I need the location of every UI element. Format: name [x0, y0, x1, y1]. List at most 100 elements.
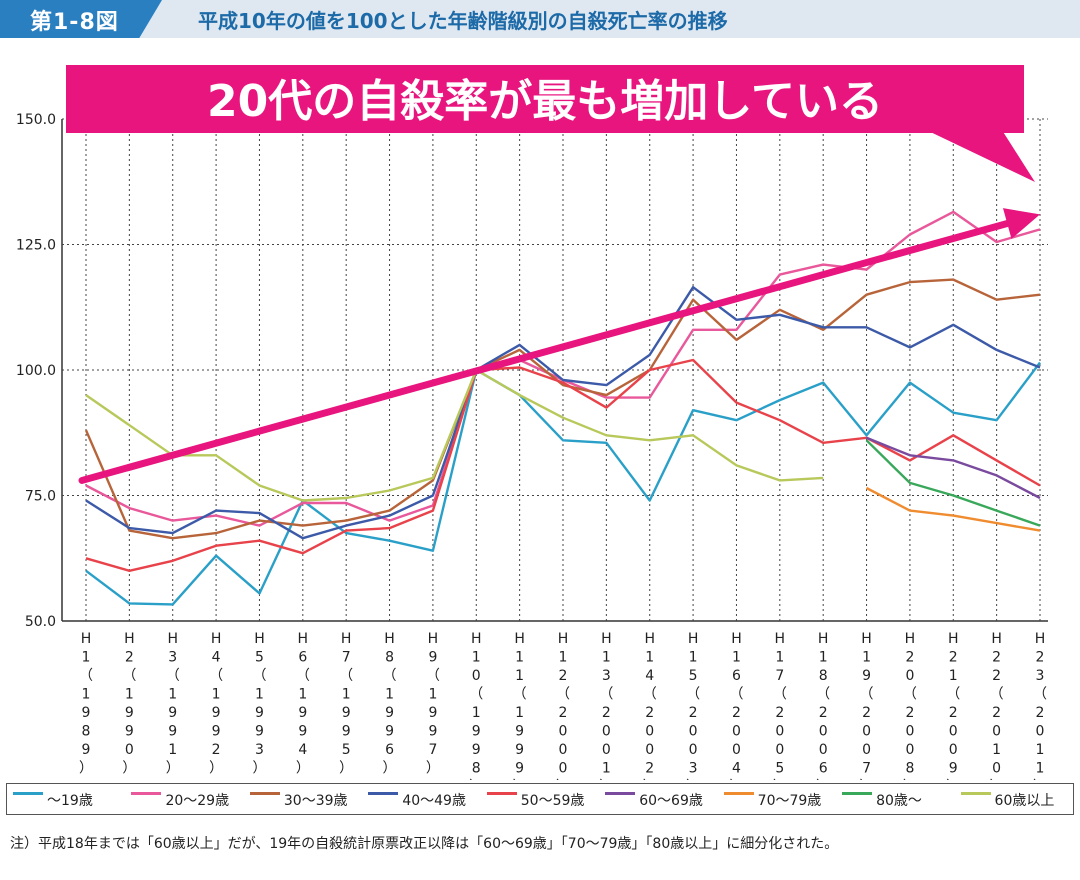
x-tick-label: 8 — [472, 761, 481, 777]
x-tick-label: 3 — [689, 761, 698, 777]
x-tick-label: 1 — [515, 705, 524, 721]
x-tick-label: 0 — [602, 742, 611, 758]
x-tick-label: 9 — [82, 705, 91, 721]
x-tick-label: 1 — [775, 650, 784, 666]
x-tick-label: （ — [296, 668, 310, 684]
x-tick-label: ） — [513, 779, 527, 780]
x-tick-label: 4 — [212, 650, 221, 666]
x-tick-label: 0 — [862, 742, 871, 758]
x-tick-label: 1 — [819, 650, 828, 666]
x-tick-label: 9 — [125, 705, 134, 721]
x-tick-label: 7 — [428, 742, 437, 758]
x-tick-label: H — [688, 631, 699, 647]
x-tick-label: 2 — [602, 705, 611, 721]
y-tick-label: 125.0 — [16, 238, 56, 254]
x-tick-label: 9 — [168, 705, 177, 721]
x-tick-label: 0 — [732, 724, 741, 740]
trend-arrow-shaft — [78, 219, 1011, 484]
x-tick-label: 9 — [428, 650, 437, 666]
legend-label: 80歳～ — [876, 793, 922, 809]
x-tick-label: 2 — [949, 705, 958, 721]
x-tick-label: 5 — [775, 761, 784, 777]
x-tick-label: 2 — [1036, 650, 1045, 666]
x-tick-label: （ — [166, 668, 180, 684]
x-tick-label: H — [514, 631, 525, 647]
callout-tail — [920, 127, 1035, 182]
x-tick-label: H — [167, 631, 178, 647]
x-tick-label: 0 — [1036, 724, 1045, 740]
x-tick-label: 2 — [992, 668, 1001, 684]
x-tick-label: 1 — [689, 650, 698, 666]
series-line — [84, 278, 1041, 540]
x-tick-label: 1 — [255, 687, 264, 703]
x-tick-label: 6 — [819, 761, 828, 777]
x-tick-label: 9 — [472, 724, 481, 740]
x-tick-label: H — [948, 631, 959, 647]
x-tick-label: H — [558, 631, 569, 647]
legend-swatch — [13, 792, 43, 795]
x-tick-label: （ — [252, 668, 266, 684]
x-tick-label: 2 — [559, 668, 568, 684]
x-tick-label: 9 — [428, 705, 437, 721]
x-tick-label: 5 — [342, 742, 351, 758]
x-tick-label: 2 — [645, 705, 654, 721]
series-line — [85, 286, 1041, 540]
x-tick-label: 2 — [775, 705, 784, 721]
x-tick-label: 9 — [298, 724, 307, 740]
x-tick-label: ） — [339, 761, 353, 777]
x-tick-label: 0 — [559, 742, 568, 758]
x-tick-label: 2 — [949, 650, 958, 666]
x-tick-label: 8 — [82, 724, 91, 740]
x-tick-label: ） — [426, 761, 440, 777]
x-tick-label: 1 — [862, 650, 871, 666]
legend-label: ～19歳 — [47, 793, 93, 809]
x-tick-label: （ — [122, 668, 136, 684]
x-tick-label: H — [384, 631, 395, 647]
x-tick-label: 1 — [125, 687, 134, 703]
x-tick-label: 0 — [819, 724, 828, 740]
x-tick-label: 0 — [949, 742, 958, 758]
x-tick-label: 0 — [645, 724, 654, 740]
x-tick-label: 0 — [819, 742, 828, 758]
x-tick-label: 9 — [82, 742, 91, 758]
x-tick-label: （ — [729, 687, 743, 703]
x-tick-label: 1 — [732, 650, 741, 666]
legend-label: 40～49歳 — [402, 793, 466, 809]
x-tick-label: 1 — [472, 705, 481, 721]
x-tick-label: H — [644, 631, 655, 647]
x-tick-label: 9 — [515, 724, 524, 740]
x-tick-label: （ — [556, 687, 570, 703]
x-tick-label: 1 — [992, 742, 1001, 758]
x-tick-label: 3 — [1036, 668, 1045, 684]
x-tick-label: 0 — [125, 742, 134, 758]
x-tick-label: H — [341, 631, 352, 647]
series-line — [85, 361, 1041, 606]
x-tick-label: 0 — [645, 742, 654, 758]
x-tick-label: ） — [166, 761, 180, 777]
legend-label: 20～29歳 — [165, 793, 230, 809]
x-tick-label: 1 — [385, 687, 394, 703]
x-tick-label: 1 — [212, 687, 221, 703]
x-tick-label: 2 — [862, 705, 871, 721]
x-tick-label: 3 — [255, 742, 264, 758]
x-tick-label: （ — [209, 668, 223, 684]
legend-swatch — [486, 792, 517, 795]
x-tick-label: ） — [122, 761, 136, 777]
x-tick-label: 9 — [212, 705, 221, 721]
x-tick-label: （ — [643, 687, 657, 703]
x-tick-label: 9 — [342, 705, 351, 721]
x-tick-label: ） — [599, 779, 613, 780]
x-tick-label: （ — [903, 687, 917, 703]
x-tick-label: H — [731, 631, 742, 647]
figure-header: 第1-8図 平成10年の値を100とした年齢階級別の自殺死亡率の推移 — [0, 0, 1080, 38]
x-tick-label: H — [601, 631, 612, 647]
x-tick-label: 9 — [862, 668, 871, 684]
x-tick-label: 8 — [819, 668, 828, 684]
x-tick-label: 0 — [992, 761, 1001, 777]
figure-title: 平成10年の値を100とした年齢階級別の自殺死亡率の推移 — [198, 9, 728, 33]
x-tick-label: 0 — [689, 742, 698, 758]
series-line — [85, 210, 1041, 527]
legend-swatch — [131, 792, 162, 795]
x-tick-label: 2 — [559, 705, 568, 721]
x-tick-label: 4 — [645, 668, 654, 684]
